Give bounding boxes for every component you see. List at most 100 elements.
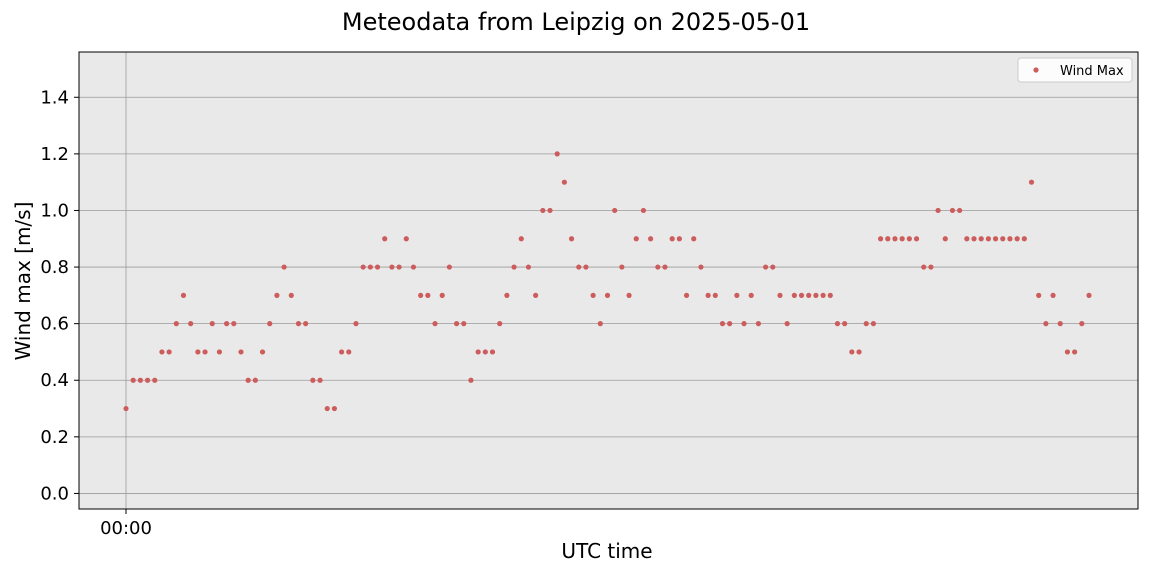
data-point: [1050, 292, 1056, 298]
data-point: [827, 292, 833, 298]
legend-label: Wind Max: [1060, 64, 1124, 79]
data-point: [489, 349, 496, 355]
data-point: [518, 236, 524, 242]
data-point: [475, 349, 481, 355]
data-point: [238, 349, 244, 355]
legend: Wind Max: [1017, 57, 1133, 83]
data-point: [295, 321, 302, 327]
y-tick-label: 0.6: [40, 314, 69, 335]
y-tick-label: 0.2: [40, 427, 69, 448]
y-tick-label: 1.2: [40, 144, 69, 165]
data-point: [842, 321, 848, 327]
data-point: [1000, 236, 1006, 242]
data-point: [159, 349, 165, 355]
legend-marker: [1033, 67, 1039, 73]
data-point: [978, 236, 984, 242]
data-point: [144, 377, 151, 383]
data-point: [1086, 292, 1092, 298]
data-point: [712, 292, 718, 298]
data-point: [813, 292, 819, 298]
data-point: [1007, 236, 1013, 242]
data-point: [604, 292, 611, 298]
data-point: [525, 264, 532, 270]
data-point: [346, 349, 352, 355]
x-axis-ticks: 00:00: [100, 509, 152, 539]
data-point: [985, 236, 991, 242]
data-point: [439, 292, 445, 298]
data-point: [396, 264, 402, 270]
data-point: [784, 321, 790, 327]
data-point: [877, 236, 884, 242]
data-point: [1043, 321, 1049, 327]
data-point: [360, 264, 366, 270]
data-point: [137, 377, 143, 383]
data-point: [791, 292, 797, 298]
data-point: [432, 321, 438, 327]
data-point: [1028, 179, 1035, 185]
y-tick-label: 0.8: [40, 257, 69, 278]
data-point: [166, 349, 172, 355]
data-point: [468, 377, 474, 383]
data-point: [461, 321, 467, 327]
plot-area: [79, 52, 1138, 509]
data-point: [425, 292, 431, 298]
data-point: [389, 264, 395, 270]
data-point: [770, 264, 776, 270]
data-point: [561, 179, 567, 185]
data-point: [655, 264, 661, 270]
data-point: [1064, 349, 1071, 355]
data-point: [130, 377, 136, 383]
data-point: [590, 292, 596, 298]
data-point: [913, 236, 920, 242]
legend-box: [1017, 57, 1133, 83]
data-point: [698, 264, 704, 270]
x-axis-label: UTC time: [561, 539, 652, 563]
data-point: [202, 349, 208, 355]
data-point: [863, 321, 869, 327]
data-point: [849, 349, 855, 355]
data-point: [971, 236, 977, 242]
data-point: [633, 236, 639, 242]
data-point: [123, 405, 129, 412]
y-tick-label: 0.0: [40, 483, 69, 504]
data-point: [188, 321, 194, 327]
data-point: [331, 405, 338, 412]
data-point: [252, 377, 258, 383]
data-point: [1072, 349, 1078, 355]
data-point: [281, 264, 287, 270]
data-point: [921, 264, 927, 270]
data-point: [597, 321, 603, 327]
data-points: [123, 151, 1092, 412]
data-point: [719, 321, 726, 327]
data-point: [324, 405, 330, 412]
data-point: [410, 264, 417, 270]
data-point: [231, 321, 237, 327]
y-tick-label: 1.0: [40, 200, 69, 221]
data-point: [583, 264, 589, 270]
data-point: [949, 207, 956, 214]
data-point: [741, 321, 747, 327]
data-point: [482, 349, 488, 355]
data-point: [928, 264, 934, 270]
data-point: [806, 292, 812, 298]
data-point: [870, 321, 877, 327]
x-tick-label: 00:00: [100, 518, 152, 539]
data-point: [763, 264, 769, 270]
data-point: [533, 292, 539, 298]
data-point: [935, 207, 941, 214]
data-point: [259, 349, 266, 355]
y-tick-label: 1.4: [40, 87, 69, 108]
data-point: [339, 349, 345, 355]
data-point: [892, 236, 898, 242]
data-point: [152, 377, 158, 383]
data-point: [418, 292, 424, 298]
y-axis-ticks: 0.0 0.2 0.4 0.6 0.8 1.0 1.2 1.4: [40, 87, 79, 504]
data-point: [662, 264, 668, 270]
data-point: [619, 264, 625, 270]
data-point: [317, 377, 323, 383]
data-point: [899, 236, 905, 242]
chart-title: Meteodata from Leipzig on 2025-05-01: [342, 8, 810, 36]
y-tick-label: 0.4: [40, 370, 69, 391]
data-point: [288, 292, 294, 298]
data-point: [727, 321, 733, 327]
